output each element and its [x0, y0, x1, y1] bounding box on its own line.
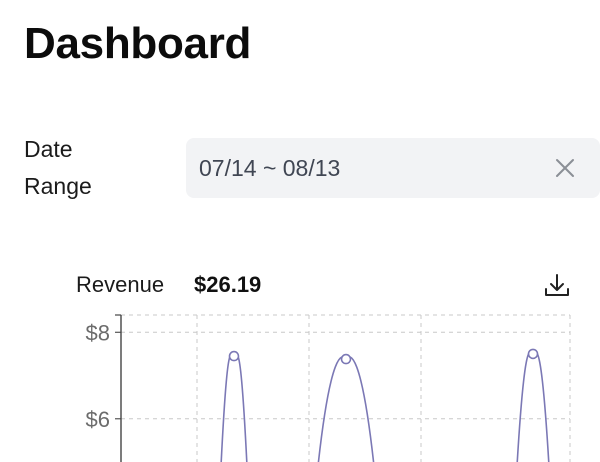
- chart-points: [228, 348, 539, 365]
- data-point: [527, 348, 539, 360]
- page-title: Dashboard: [24, 19, 252, 68]
- series-line-segment: [220, 353, 248, 462]
- data-point: [228, 350, 240, 362]
- series-line-segment: [516, 350, 550, 462]
- revenue-total: $26.19: [194, 272, 262, 297]
- data-point: [340, 353, 352, 365]
- chart-tick-labels: $8 $6: [86, 320, 110, 431]
- date-range-field[interactable]: 07/14 ~ 08/13: [186, 138, 600, 198]
- close-icon[interactable]: [551, 154, 579, 182]
- series-line-segment: [317, 356, 375, 462]
- date-range-label: Date Range: [24, 136, 92, 199]
- y-tick-label: $6: [86, 407, 110, 432]
- y-tick-label: $8: [86, 320, 110, 345]
- chart-grid: [121, 314, 571, 462]
- chart-axis: [115, 314, 122, 462]
- date-range-value: 07/14 ~ 08/13: [199, 155, 341, 181]
- revenue-chart: $8 $6: [86, 314, 571, 462]
- chart-lines: [220, 350, 550, 462]
- revenue-label: Revenue: [76, 272, 165, 297]
- download-icon[interactable]: [541, 270, 573, 302]
